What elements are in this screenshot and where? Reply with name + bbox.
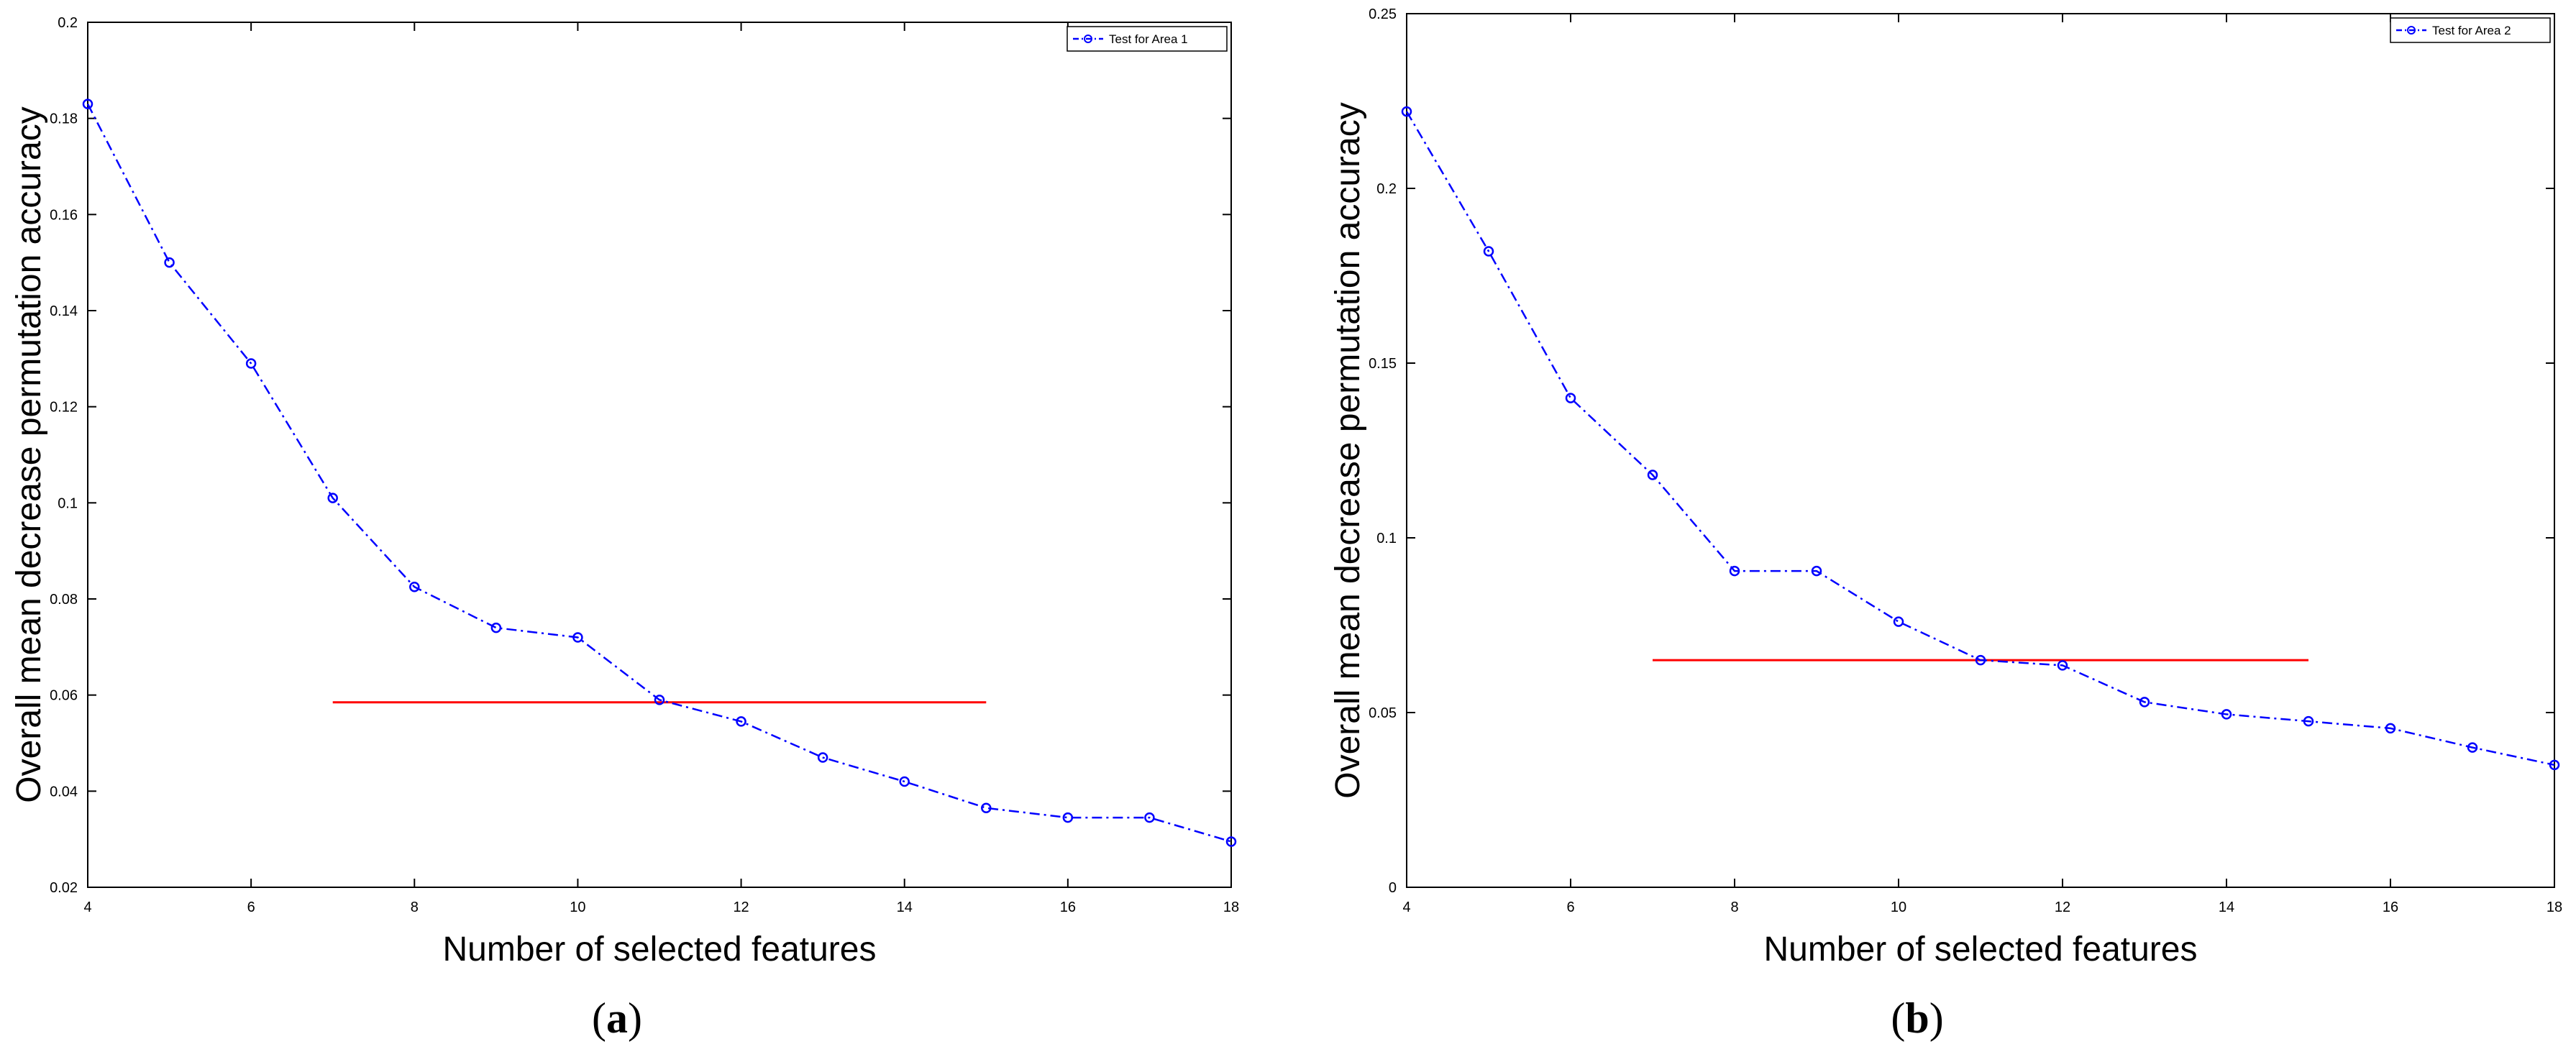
x-tick-label: 8 bbox=[1730, 900, 1738, 915]
y-tick-label: 0.1 bbox=[58, 495, 78, 511]
panel-label-a-close: ) bbox=[628, 994, 642, 1042]
y-axis-label: Overall mean decrease permutation accura… bbox=[10, 106, 48, 802]
data-point bbox=[817, 752, 828, 763]
data-point bbox=[2303, 715, 2314, 727]
data-point bbox=[327, 493, 338, 503]
y-tick-label: 0.06 bbox=[50, 688, 78, 704]
plot-frame bbox=[1406, 13, 2555, 888]
data-point bbox=[1483, 246, 1494, 257]
panel-label-b-open: ( bbox=[1891, 994, 1905, 1042]
legend: Test for Area 1 bbox=[1067, 26, 1228, 52]
x-tick-label: 6 bbox=[1566, 900, 1574, 915]
panel-label-b-close: ) bbox=[1929, 994, 1944, 1042]
y-tick-label: 0.02 bbox=[50, 880, 78, 896]
y-tick-label: 0.14 bbox=[50, 303, 78, 319]
legend-label: Test for Area 1 bbox=[1109, 32, 1188, 46]
x-tick-label: 16 bbox=[1060, 900, 1076, 915]
panel-label-a: (a) bbox=[592, 994, 642, 1042]
data-point bbox=[736, 716, 746, 727]
series-line bbox=[86, 104, 1232, 843]
legend-marker-swatch bbox=[2407, 26, 2416, 35]
data-point bbox=[1565, 393, 1576, 403]
y-axis-label: Overall mean decrease permutation accura… bbox=[1329, 102, 1367, 798]
x-tick-label: 12 bbox=[733, 900, 749, 915]
panel-label-b-letter: b bbox=[1905, 994, 1929, 1042]
legend: Test for Area 2 bbox=[2390, 17, 2551, 43]
y-tick-label: 0.1 bbox=[1376, 531, 1397, 546]
data-point bbox=[654, 695, 665, 705]
legend-box bbox=[2390, 17, 2551, 43]
x-axis-label: Number of selected features bbox=[443, 930, 877, 969]
y-tick-label: 0.2 bbox=[1376, 181, 1397, 197]
chart-area-1: 4 6 8 10 12 14 16 18 0.02 0.04 0.06 0.08 0.1 0.12 0.14… bbox=[10, 15, 1239, 969]
panel-label-a-open: ( bbox=[592, 994, 606, 1042]
data-point bbox=[2549, 759, 2560, 771]
data-point bbox=[82, 99, 93, 109]
y-tick-label: 0.16 bbox=[50, 207, 78, 223]
data-point bbox=[899, 776, 910, 787]
y-tick-label: 0 bbox=[1389, 880, 1397, 896]
data-point bbox=[1225, 836, 1237, 847]
data-point bbox=[1893, 616, 1904, 627]
data-point bbox=[981, 802, 992, 813]
y-tick-label: 0.04 bbox=[50, 784, 78, 800]
data-point bbox=[164, 257, 175, 268]
x-tick-label: 18 bbox=[2547, 900, 2562, 915]
data-point bbox=[1062, 812, 1074, 823]
y-tick-label: 0.12 bbox=[50, 400, 78, 416]
chart-area-2: 4 6 8 10 12 14 16 18 0 0.05 0.1 0.15 0.2 0.25 Number o… bbox=[1329, 6, 2562, 969]
y-tick-label: 0.08 bbox=[50, 592, 78, 608]
data-point bbox=[245, 358, 257, 369]
data-point bbox=[490, 622, 502, 633]
y-tick-label: 0.05 bbox=[1369, 705, 1397, 721]
data-point bbox=[1975, 654, 1986, 666]
y-tick-label: 0.25 bbox=[1369, 6, 1397, 22]
x-tick-label: 14 bbox=[2219, 900, 2234, 915]
data-point bbox=[572, 632, 583, 643]
x-tick-label: 12 bbox=[2055, 900, 2070, 915]
x-tick-label: 16 bbox=[2383, 900, 2398, 915]
x-tick-label: 18 bbox=[1223, 900, 1239, 915]
panel-label-a-letter: a bbox=[606, 994, 628, 1042]
data-point bbox=[1647, 470, 1658, 480]
series-line bbox=[1405, 111, 2555, 766]
legend-label: Test for Area 2 bbox=[2432, 24, 2511, 37]
panel-label-b: (b) bbox=[1891, 994, 1943, 1042]
x-tick-label: 4 bbox=[1402, 900, 1410, 915]
data-point bbox=[2139, 697, 2150, 708]
x-tick-label: 6 bbox=[247, 900, 255, 915]
x-axis-label: Number of selected features bbox=[1764, 930, 2198, 969]
y-tick-label: 0.18 bbox=[50, 111, 78, 127]
y-tick-label: 0.15 bbox=[1369, 356, 1397, 372]
x-tick-label: 8 bbox=[411, 900, 419, 915]
data-point bbox=[2467, 742, 2478, 753]
x-tick-label: 10 bbox=[1891, 900, 1906, 915]
legend-box bbox=[1067, 26, 1228, 52]
plot-frame bbox=[87, 22, 1232, 888]
x-tick-label: 14 bbox=[897, 900, 913, 915]
data-point bbox=[409, 582, 420, 592]
data-point bbox=[2385, 723, 2396, 734]
data-point bbox=[2221, 709, 2232, 720]
data-point bbox=[1401, 106, 1412, 117]
y-tick-label: 0.2 bbox=[58, 15, 78, 31]
x-tick-label: 4 bbox=[83, 900, 91, 915]
data-point bbox=[1729, 565, 1740, 577]
data-point bbox=[1144, 812, 1155, 823]
data-point bbox=[2057, 660, 2068, 671]
x-tick-label: 10 bbox=[570, 900, 585, 915]
legend-marker-swatch bbox=[1084, 35, 1092, 43]
data-point bbox=[1811, 565, 1822, 577]
